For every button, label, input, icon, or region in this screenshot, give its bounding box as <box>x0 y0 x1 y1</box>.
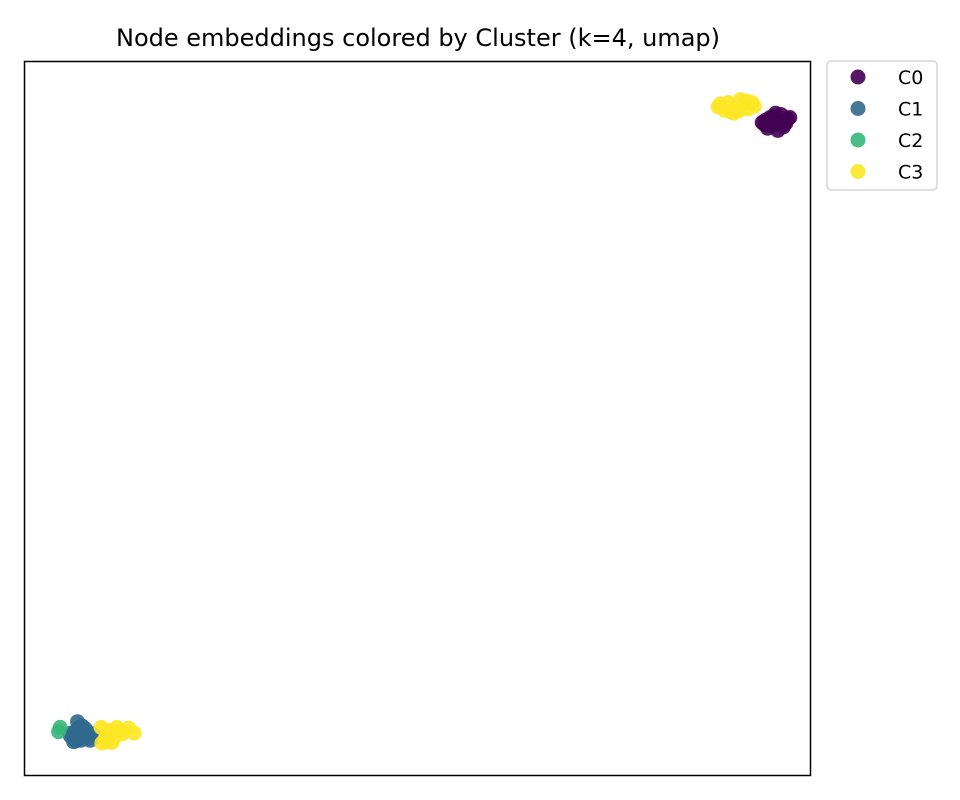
legend-box <box>826 60 938 191</box>
legend-marker-c3 <box>850 164 866 179</box>
legend-label-c1: C1 <box>898 99 923 121</box>
point-c2-1 <box>51 724 67 740</box>
legend-label-c3: C3 <box>898 162 923 184</box>
legend: C0 C1 C2 C3 <box>826 60 938 191</box>
legend-marker-c2 <box>850 132 866 148</box>
point-c3-23 <box>126 725 142 741</box>
point-c3-11 <box>723 104 739 120</box>
legend-label-c0: C0 <box>898 67 923 89</box>
point-c1-13 <box>74 718 90 734</box>
point-c1-15 <box>68 733 84 749</box>
plot-frame <box>23 60 812 777</box>
points-layer <box>51 92 798 751</box>
legend-marker-c0 <box>850 69 866 85</box>
legend-marker-c1 <box>850 101 866 116</box>
chart-title: Node embeddings colored by Cluster (k=4,… <box>116 24 720 52</box>
legend-label-c2: C2 <box>898 130 923 152</box>
point-c0-15 <box>782 110 798 125</box>
point-c0-14 <box>768 116 784 132</box>
point-c3-8 <box>710 99 726 115</box>
point-c3-13 <box>746 98 762 114</box>
point-c3-25 <box>109 719 125 735</box>
point-c0-16 <box>757 117 773 133</box>
point-c3-20 <box>104 734 120 750</box>
